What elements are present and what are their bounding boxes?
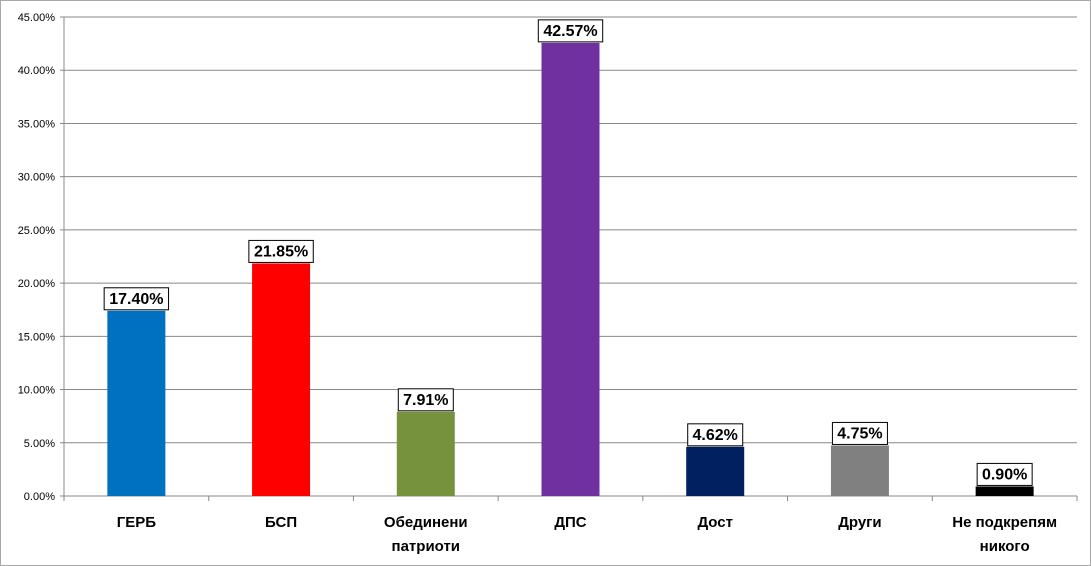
bar (107, 310, 166, 496)
bar (541, 42, 600, 497)
category-label: Други (838, 514, 881, 531)
category-label: никого (980, 538, 1030, 555)
y-tick-label: 30.00% (18, 172, 56, 184)
data-label-box (537, 19, 604, 43)
data-label: 42.57% (543, 23, 597, 40)
category-label: ДПС (554, 514, 586, 531)
y-tick-label: 15.00% (18, 331, 56, 343)
data-label: 4.62% (693, 427, 738, 444)
y-tick-label: 5.00% (24, 438, 55, 450)
data-label-box (397, 388, 454, 412)
data-label: 7.91% (403, 392, 448, 409)
data-label-box (248, 239, 314, 263)
y-tick-label: 35.00% (18, 118, 56, 130)
bar (396, 411, 455, 496)
category-label: Обединени (384, 514, 468, 531)
y-tick-label: 40.00% (18, 65, 56, 77)
category-label: БСП (265, 514, 297, 531)
category-label: патриоти (392, 538, 461, 555)
category-label: Не подкрепям (952, 514, 1057, 531)
data-label: 17.40% (109, 291, 163, 308)
data-label: 21.85% (254, 243, 308, 260)
bar (252, 263, 311, 496)
data-label-box (831, 421, 888, 445)
bar (686, 446, 745, 496)
y-tick-label: 10.00% (18, 385, 56, 397)
bar (975, 486, 1034, 496)
data-label-box (103, 287, 170, 311)
bar (830, 445, 889, 496)
data-label: 0.90% (982, 466, 1027, 483)
y-tick-label: 45.00% (18, 12, 56, 24)
y-tick-label: 20.00% (18, 278, 56, 290)
data-label-box (687, 423, 744, 447)
data-label-box (976, 462, 1033, 486)
y-tick-label: 0.00% (24, 491, 55, 503)
category-label: ГЕРБ (117, 514, 157, 531)
data-label: 4.75% (837, 425, 882, 442)
y-tick-label: 25.00% (18, 225, 56, 237)
category-label: Дост (697, 514, 733, 531)
